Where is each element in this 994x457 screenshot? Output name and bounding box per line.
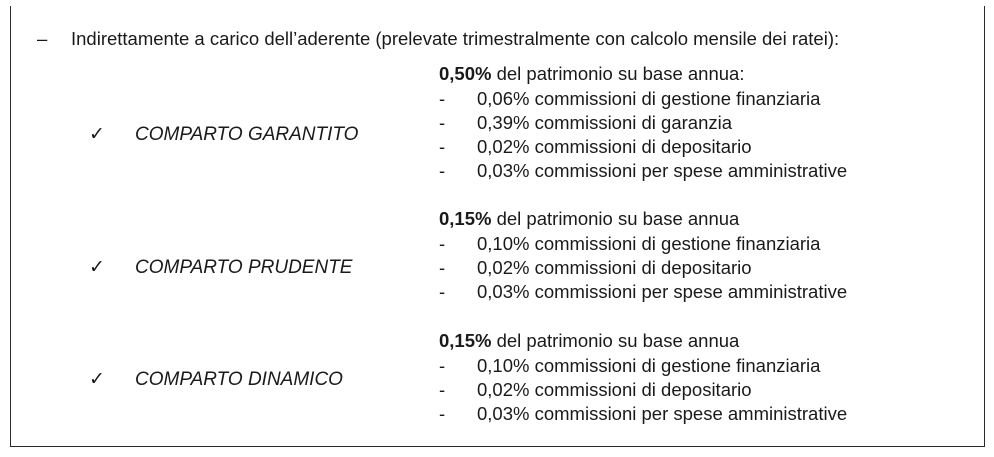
bullet: -	[439, 355, 446, 376]
bullet: -	[439, 257, 446, 278]
intro-line: – Indirettamente a carico dell’aderente (…	[37, 28, 839, 50]
bullet: -	[439, 136, 446, 157]
fee-item: - 0,06% commissioni di gestione finanziar…	[439, 88, 847, 112]
fee-item: - 0,39% commissioni di garanzia	[439, 112, 847, 136]
bullet: -	[439, 403, 446, 424]
fee-item: - 0,10% commissioni di gestione finanziar…	[439, 355, 847, 379]
fee-item-text: 0,02% commissioni di depositario	[477, 136, 752, 157]
fee-item-text: 0,03% commissioni per spese amministrati…	[477, 281, 848, 302]
fee-item: - 0,03% commissioni per spese amministrat…	[439, 281, 847, 305]
bullet: -	[439, 379, 446, 400]
fee-item-text: 0,10% commissioni di gestione finanziari…	[477, 233, 821, 254]
fee-item-text: 0,03% commissioni per spese amministrati…	[477, 160, 848, 181]
checkmark-icon: ✓	[89, 369, 105, 390]
fee-list: 0,50% del patrimonio su base annua: - 0,0…	[439, 63, 847, 184]
fund-name: COMPARTO GARANTITO	[135, 124, 359, 145]
fund-name: COMPARTO DINAMICO	[135, 369, 343, 390]
fund-name: COMPARTO PRUDENTE	[135, 257, 353, 278]
intro-dash: –	[37, 28, 48, 49]
document-frame: – Indirettamente a carico dell’aderente (…	[10, 6, 985, 447]
fee-item-text: 0,10% commissioni di gestione finanziari…	[477, 355, 821, 376]
checkmark-icon: ✓	[89, 257, 105, 278]
fee-item: - 0,03% commissioni per spese amministrat…	[439, 403, 847, 427]
fee-list: 0,15% del patrimonio su base annua - 0,10…	[439, 330, 847, 427]
fund-label: ✓ COMPARTO PRUDENTE	[89, 256, 352, 279]
fund-label: ✓ COMPARTO DINAMICO	[89, 368, 343, 391]
fund-label: ✓ COMPARTO GARANTITO	[89, 123, 358, 146]
intro-text: Indirettamente a carico dell’aderente (p…	[71, 28, 840, 49]
fee-total-pct: 0,15%	[439, 330, 492, 351]
fee-item-text: 0,39% commissioni di garanzia	[477, 112, 733, 133]
fee-total-pct: 0,15%	[439, 208, 492, 229]
fee-total: 0,15% del patrimonio su base annua	[439, 208, 847, 233]
fee-item-text: 0,03% commissioni per spese amministrati…	[477, 403, 848, 424]
bullet: -	[439, 88, 446, 109]
fee-total-basis: del patrimonio su base annua:	[491, 63, 745, 84]
fee-item-text: 0,02% commissioni di depositario	[477, 257, 752, 278]
fee-item: - 0,02% commissioni di depositario	[439, 257, 847, 281]
fee-total-basis: del patrimonio su base annua	[491, 208, 740, 229]
fee-item: - 0,02% commissioni di depositario	[439, 379, 847, 403]
fee-item: - 0,02% commissioni di depositario	[439, 136, 847, 160]
fee-item-text: 0,06% commissioni di gestione finanziari…	[477, 88, 821, 109]
fee-item: - 0,03% commissioni per spese amministrat…	[439, 160, 847, 184]
checkmark-icon: ✓	[89, 124, 105, 145]
bullet: -	[439, 233, 446, 254]
fee-total: 0,15% del patrimonio su base annua	[439, 330, 847, 355]
bullet: -	[439, 281, 446, 302]
fee-item-text: 0,02% commissioni di depositario	[477, 379, 752, 400]
fee-item: - 0,10% commissioni di gestione finanziar…	[439, 233, 847, 257]
bullet: -	[439, 160, 446, 181]
fee-list: 0,15% del patrimonio su base annua - 0,10…	[439, 208, 847, 305]
bullet: -	[439, 112, 446, 133]
fee-total-pct: 0,50%	[439, 63, 492, 84]
fee-total-basis: del patrimonio su base annua	[491, 330, 740, 351]
fee-total: 0,50% del patrimonio su base annua:	[439, 63, 847, 88]
